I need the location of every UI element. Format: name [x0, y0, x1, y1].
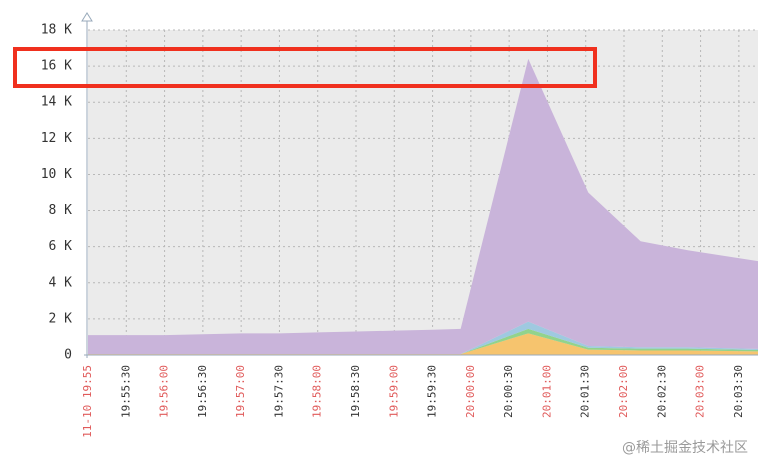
x-tick-label: 20:02:00: [617, 365, 630, 418]
x-tick-label: 20:00:30: [502, 365, 515, 418]
areas: [88, 58, 758, 355]
watermark: @稀土掘金技术社区: [622, 440, 748, 456]
x-tick-label: 20:01:30: [579, 365, 592, 418]
y-tick-label: 6 K: [49, 239, 73, 254]
x-tick-label: 20:00:00: [464, 365, 477, 418]
x-tick-label: 20:01:00: [540, 365, 553, 418]
y-tick-label: 0: [64, 348, 72, 363]
x-tick-label: 19:55:30: [119, 365, 132, 418]
x-tick-label: 19:57:30: [272, 365, 285, 418]
x-tick-label: 19:59:00: [387, 365, 400, 418]
y-tick-label: 16 K: [41, 59, 72, 74]
labels: 0 2 K 4 K 6 K 8 K 10 K 12 K 14 K 16 K 18 K 11-10 1…: [41, 23, 745, 438]
y-tick-label: 18 K: [41, 23, 72, 38]
y-tick-label: 14 K: [41, 95, 72, 110]
y-tick-label: 4 K: [49, 275, 73, 290]
x-tick-label: 19:56:30: [196, 365, 209, 418]
y-tick-label: 8 K: [49, 203, 73, 218]
x-tick-label: 20:03:30: [732, 365, 745, 418]
x-tick-label: 19:57:00: [234, 365, 247, 418]
x-tick-label: 20:02:30: [655, 365, 668, 418]
area: [88, 58, 758, 355]
y-axis-arrow: [81, 12, 93, 22]
x-tick-label: 19:59:30: [426, 365, 439, 418]
y-tick-label: 10 K: [41, 167, 72, 182]
x-tick-label: 19:58:00: [311, 365, 324, 418]
y-tick-label: 12 K: [41, 131, 72, 146]
x-tick-label: 19:58:30: [349, 365, 362, 418]
area: [88, 333, 758, 355]
y-tick-label: 2 K: [49, 311, 73, 326]
x-tick-label: 19:56:00: [158, 365, 171, 418]
x-tick-label: 20:03:00: [694, 365, 707, 418]
x-tick-label: 11-10 19:55: [81, 365, 94, 438]
highlight-box: [13, 47, 597, 88]
